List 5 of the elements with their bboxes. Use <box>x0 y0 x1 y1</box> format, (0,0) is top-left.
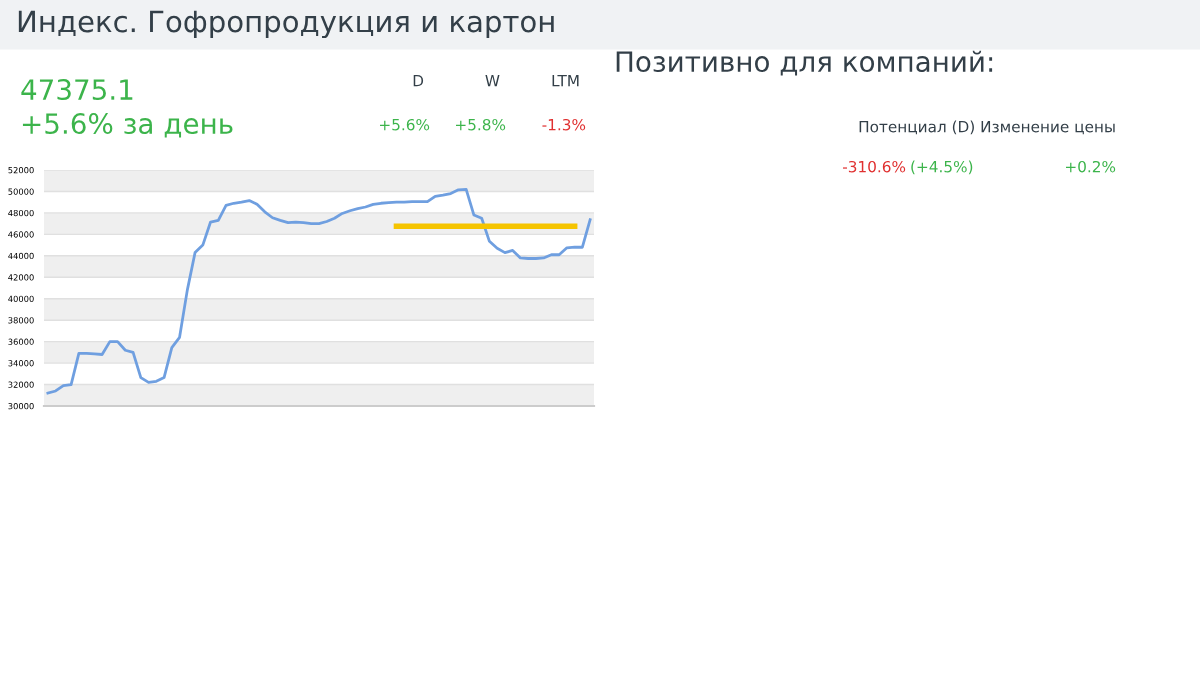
text: 47375.1 <box>21 79 133 101</box>
text: +5.6% за день <box>22 113 233 138</box>
line-series <box>46 187 592 395</box>
chart-title: Индекс. Гофропродукция и картон <box>18 10 554 39</box>
text: Позитивно для компаний: <box>616 50 993 76</box>
